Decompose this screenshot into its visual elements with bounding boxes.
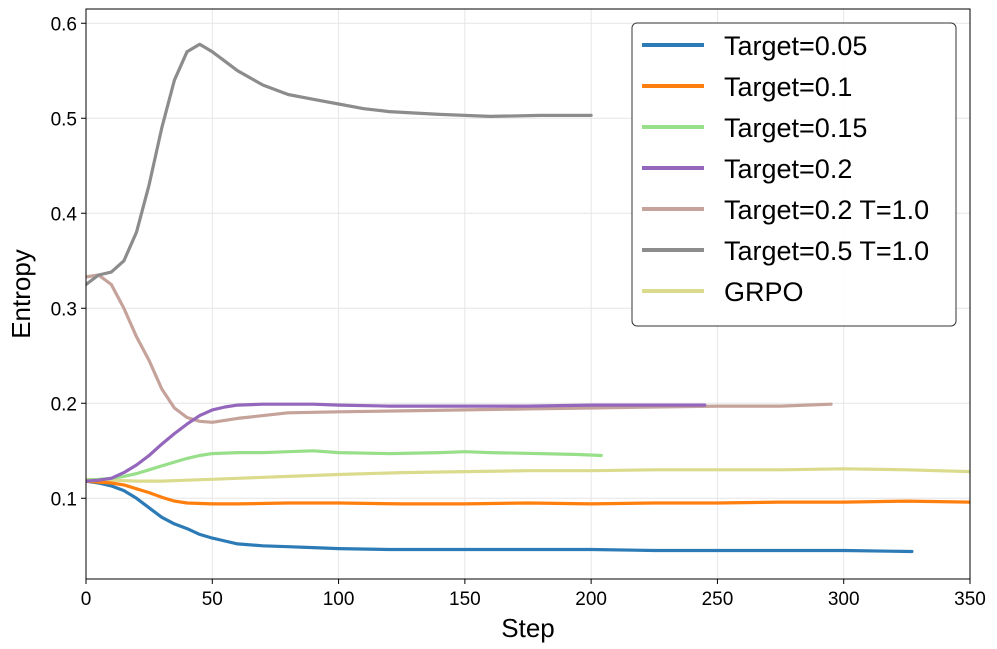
legend-label-target-0-5-t-1-0: Target=0.5 T=1.0: [724, 236, 929, 266]
legend-label-target-0-2-t-1-0: Target=0.2 T=1.0: [724, 195, 929, 225]
series-group: [86, 42, 970, 554]
series-line-target-0-15: [86, 449, 603, 482]
legend-label-target-0-15: Target=0.15: [724, 113, 867, 143]
x-tick-label: 50: [202, 589, 223, 610]
series-line-target-0-2-t-1-0: [86, 273, 833, 424]
legend-label-target-0-2: Target=0.2: [724, 154, 852, 184]
legend-label-target-0-05: Target=0.05: [724, 31, 867, 61]
x-tick-label: 300: [828, 589, 860, 610]
y-tick-label: 0.3: [51, 299, 77, 320]
x-tick-label: 0: [81, 589, 92, 610]
series-line-target-0-2: [86, 402, 707, 483]
x-tick-label: 150: [449, 589, 481, 610]
series-line-target-0-1: [86, 479, 970, 506]
y-axis-label: Entropy: [6, 249, 36, 339]
x-axis-label: Step: [501, 613, 555, 643]
series-line-target-0-5-t-1-0: [86, 42, 593, 287]
y-tick-label: 0.6: [51, 14, 77, 35]
y-tick-label: 0.1: [51, 489, 77, 510]
series-line-target-0-05: [86, 479, 914, 554]
y-tick-label: 0.2: [51, 394, 77, 415]
x-tick-label: 200: [575, 589, 607, 610]
plot-area-frame: [85, 8, 971, 580]
x-tick-label: 350: [954, 589, 986, 610]
legend-label-target-0-1: Target=0.1: [724, 72, 852, 102]
x-tick-label: 100: [323, 589, 355, 610]
y-tick-label: 0.5: [51, 109, 77, 130]
axis-ticks: 0 50 100 150 200 250 300 350 0.1 0.2 0.3 0.4 0.5 0.6: [51, 14, 986, 610]
x-tick-label: 250: [702, 589, 734, 610]
series-line-grpo: [86, 467, 970, 483]
legend: Target=0.05 Target=0.1 Target=0.15 Target=0…: [631, 22, 957, 327]
y-tick-label: 0.4: [51, 204, 78, 225]
legend-box: [631, 22, 957, 327]
legend-label-grpo: GRPO: [724, 277, 804, 307]
